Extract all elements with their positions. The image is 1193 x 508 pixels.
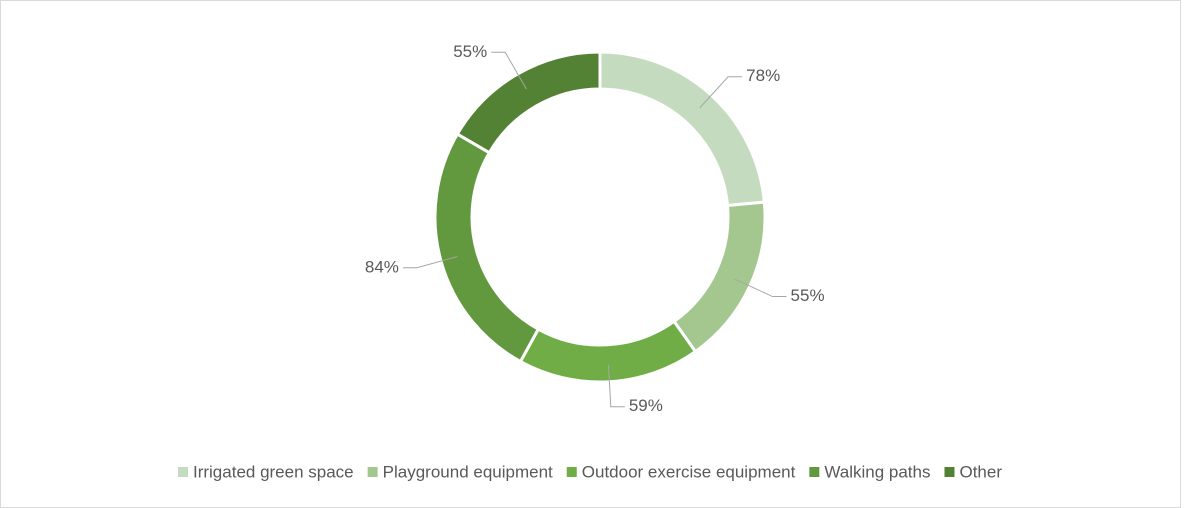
data-label: 84%	[365, 257, 399, 276]
legend-label: Other	[959, 462, 1002, 481]
data-label: 59%	[629, 396, 663, 415]
legend: Irrigated green space Playground equipmen…	[177, 462, 1002, 481]
legend-label: Walking paths	[824, 462, 930, 481]
leader-line	[734, 278, 787, 298]
donut-segment	[455, 50, 602, 155]
leader-line	[699, 76, 743, 109]
legend-swatch	[177, 467, 188, 477]
legend-swatch	[809, 467, 820, 477]
data-label: 55%	[791, 286, 825, 305]
legend-label: Playground equipment	[383, 462, 553, 481]
legend-swatch	[566, 467, 577, 477]
leader-line	[491, 51, 527, 89]
legend-label: Outdoor exercise equipment	[582, 462, 796, 481]
legend-label: Irrigated green space	[193, 462, 354, 481]
legend-swatch	[367, 467, 378, 477]
leader-line	[607, 364, 625, 408]
data-label: 78%	[746, 66, 780, 85]
legend-swatch	[944, 467, 955, 477]
leader-line	[402, 256, 458, 269]
data-label: 55%	[453, 42, 487, 61]
